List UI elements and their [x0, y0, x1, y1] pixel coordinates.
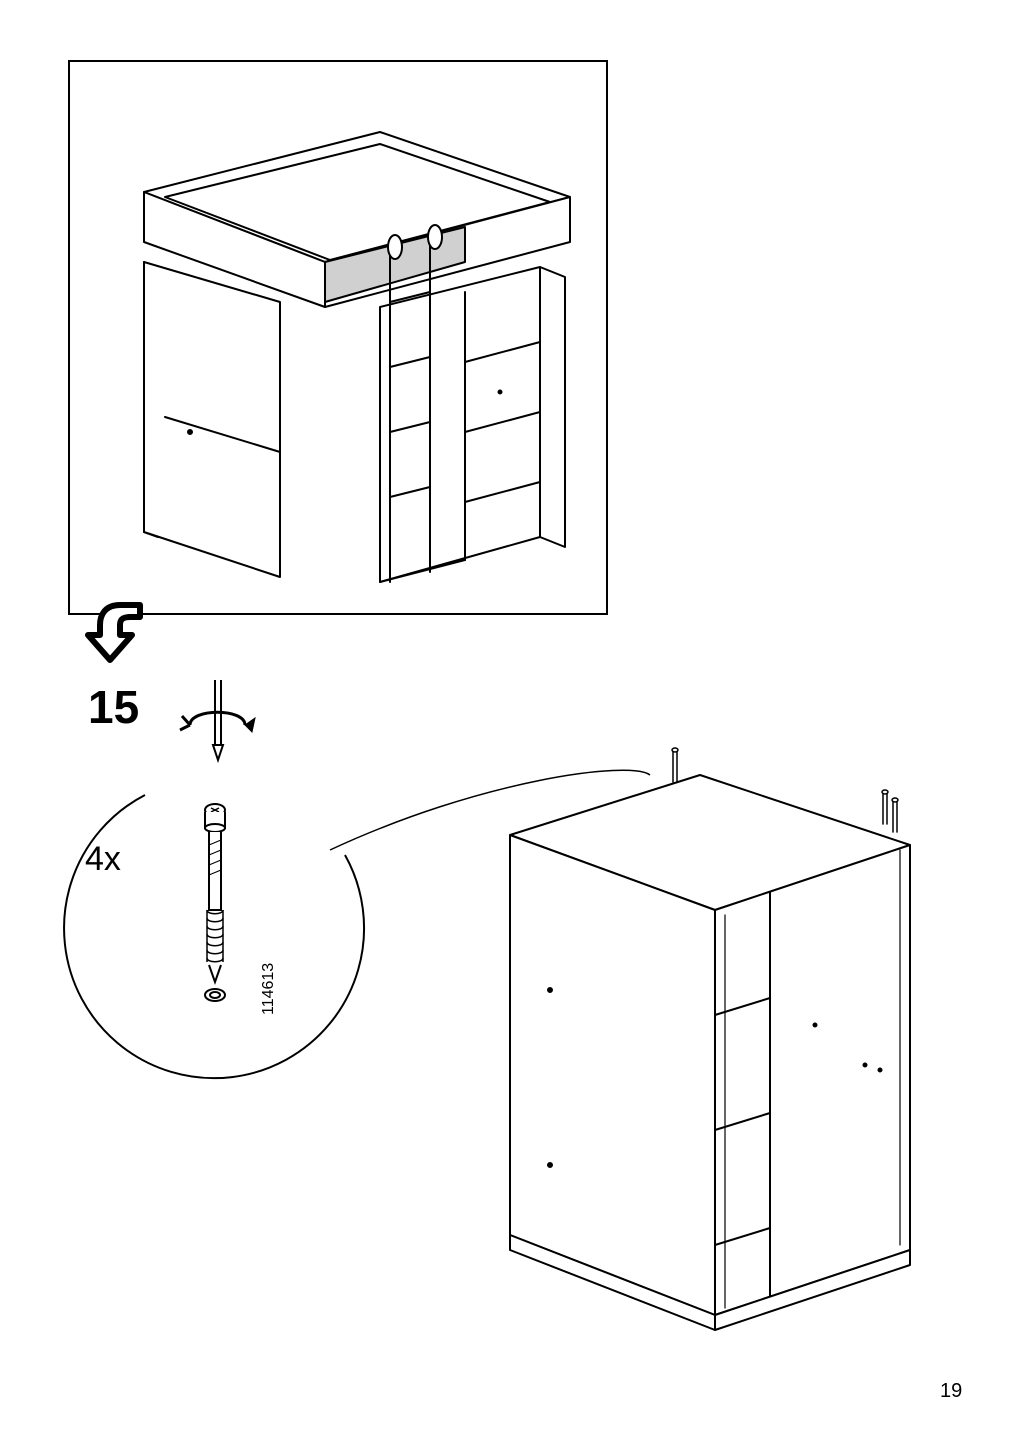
hardware-part-number: 114613 [260, 963, 278, 1015]
page-number: 19 [940, 1380, 962, 1403]
step-number: 15 [88, 680, 139, 734]
assembly-instruction-page: 15 [0, 0, 1012, 1432]
cabinet-assembly-illustration [470, 720, 990, 1360]
down-arrow-icon [80, 600, 160, 670]
hardware-quantity: 4x [85, 840, 121, 879]
reference-illustration-box [68, 60, 608, 615]
loft-bed-illustration [70, 62, 610, 617]
